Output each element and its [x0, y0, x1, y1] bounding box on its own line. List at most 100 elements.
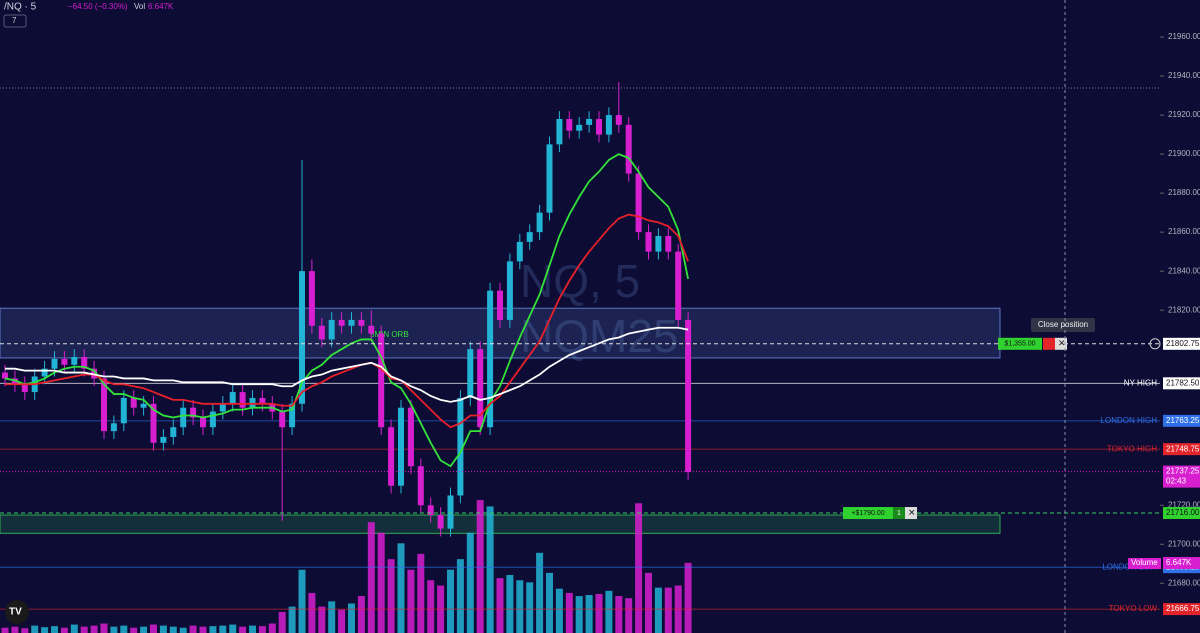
candle-body: [388, 427, 395, 486]
reverse-btn[interactable]: [1043, 337, 1055, 350]
candle-body: [526, 232, 533, 242]
logo-text: TV: [9, 607, 22, 618]
order-pnl-box[interactable]: [843, 507, 893, 520]
volume-bar: [516, 580, 524, 633]
candle-body: [190, 407, 197, 418]
axis-bg: [1160, 0, 1200, 633]
candle-body: [2, 372, 8, 379]
volume-bar: [268, 623, 276, 633]
order-close-x[interactable]: ✕: [908, 507, 916, 517]
level-name: TOKYO LOW: [1109, 604, 1158, 613]
candle-body: [556, 118, 563, 145]
volume-bar: [357, 596, 365, 633]
moving-average: [5, 213, 689, 429]
volume-bar: [189, 625, 197, 633]
level-price-label: 21763.25: [1166, 416, 1200, 425]
candle-body: [259, 397, 266, 404]
volume-bar: [239, 626, 247, 633]
volume-name: Volume: [1131, 558, 1158, 567]
volume-bar: [407, 569, 415, 633]
candle-body: [21, 384, 28, 393]
volume-bar: [536, 552, 544, 633]
symbol: /NQ · 5: [4, 2, 37, 13]
candle-body: [378, 333, 385, 428]
candle-body: [120, 397, 127, 424]
order-pnl[interactable]: +$1790.00: [851, 510, 884, 517]
volume-bar: [367, 522, 375, 633]
volume-bar: [595, 593, 603, 633]
y-tick-label: 21920.00: [1168, 110, 1200, 119]
candle-body: [140, 403, 147, 408]
volume-bar: [258, 626, 266, 633]
price-axis: 21960.00 21940.00 21920.00 21900.00 21880.00…: [1128, 0, 1200, 633]
volume-bar: [615, 596, 623, 633]
volume-bar: [496, 578, 504, 633]
volume-bar: [328, 601, 336, 633]
candle-body: [437, 514, 444, 529]
volume-bar: [249, 625, 256, 633]
candle-body: [368, 325, 375, 334]
countdown: 02:43: [1166, 477, 1187, 486]
candle-body: [358, 319, 365, 326]
candle-body: [477, 349, 484, 428]
volume-bar: [288, 606, 296, 633]
volume-bar: [466, 532, 474, 633]
candle-body: [101, 378, 107, 432]
vol-label: Vol: [134, 2, 145, 11]
position-pnl[interactable]: $1,355.00: [1004, 341, 1035, 348]
vol-value: 6.647K: [148, 2, 174, 11]
volume-bar: [209, 626, 217, 633]
order-close[interactable]: [905, 507, 917, 520]
candle-body: [150, 403, 157, 443]
level-price-label: 21782.50: [1166, 378, 1200, 387]
volume-bar: [140, 626, 148, 633]
order-qty-box[interactable]: [893, 507, 905, 520]
add-btn[interactable]: [1149, 338, 1161, 350]
change: −64.50 (−0.30%): [68, 2, 128, 11]
volume-bar: [506, 574, 514, 633]
candle-body: [655, 236, 662, 252]
candle-body: [615, 115, 622, 125]
volume-bar: [664, 587, 672, 633]
y-tick-label: 21940.00: [1168, 71, 1200, 80]
level-price-label: 21666.75: [1166, 604, 1200, 613]
volume-bar: [417, 553, 425, 633]
candle-body: [180, 407, 187, 428]
indicator-count[interactable]: 7: [12, 16, 17, 25]
candle-body: [71, 356, 78, 365]
last-price-bg: [1163, 465, 1200, 488]
close-btn[interactable]: [1055, 337, 1067, 350]
order-price-label: 21716.00: [1166, 508, 1200, 517]
volume-bar: [229, 624, 237, 633]
candle-body: [417, 466, 424, 506]
close-x[interactable]: ✕: [1058, 338, 1066, 348]
candle-body: [427, 505, 434, 515]
indicator-toggle[interactable]: [3, 14, 27, 28]
position-pnl-box[interactable]: [998, 337, 1042, 350]
volume-bar: [585, 595, 593, 633]
level-name: TOKYO HIGH: [1107, 444, 1157, 453]
candle-body: [506, 261, 513, 320]
level-price-label-bg: [1163, 443, 1200, 456]
candle-body: [467, 349, 474, 398]
candle-body: [605, 115, 612, 135]
volume-bar: [31, 625, 39, 633]
candle-body: [516, 241, 523, 262]
volume-bar: [70, 624, 78, 633]
volume-name-bg: [1128, 558, 1161, 569]
candle-body: [318, 325, 325, 340]
order-qty[interactable]: 1: [897, 510, 901, 517]
zone-label: 5MIN ORB: [370, 330, 409, 339]
candle-body: [239, 392, 246, 408]
candle-body: [665, 236, 672, 252]
volume-bar: [555, 588, 563, 633]
candle-body: [200, 417, 206, 428]
volume-bar: [486, 506, 494, 633]
order-price-label-bg: [1163, 507, 1200, 520]
candle-body: [289, 403, 296, 428]
candle-body: [51, 358, 58, 369]
volume-bar: [645, 572, 652, 633]
candle-body: [497, 290, 503, 320]
candle-body: [546, 144, 553, 213]
tooltip-box: [1031, 318, 1095, 332]
